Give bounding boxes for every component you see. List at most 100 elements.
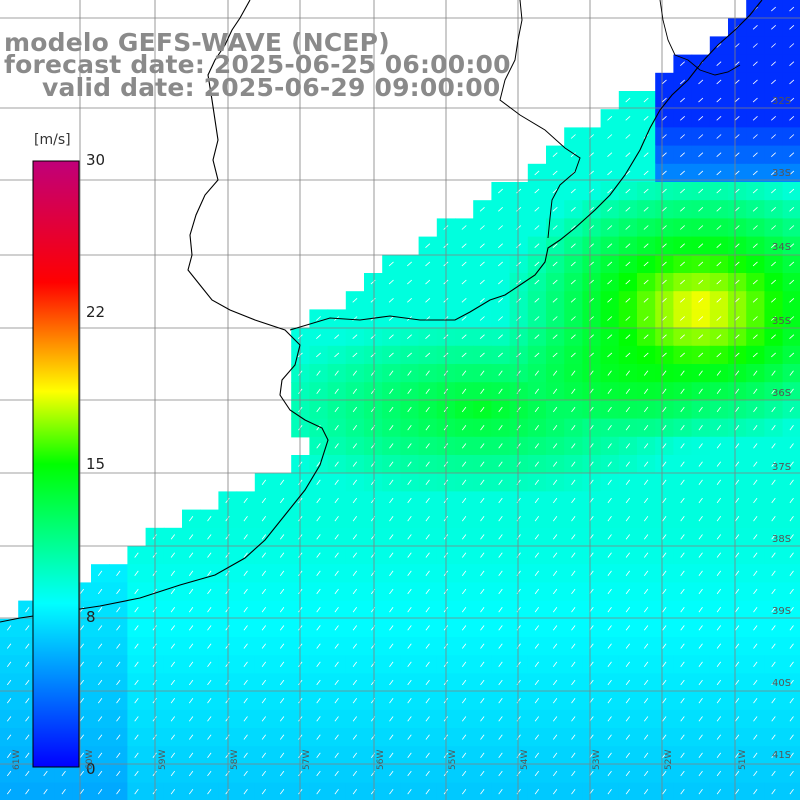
wind-arrow (25, 734, 30, 740)
wind-arrow (316, 534, 321, 540)
field-cell (728, 236, 747, 256)
field-cell (746, 36, 765, 56)
field-cell (364, 327, 383, 347)
wind-arrow (771, 516, 776, 522)
wind-arrow (771, 552, 776, 558)
field-cell (746, 655, 765, 674)
lon-label: 61W (12, 749, 22, 770)
wind-arrow (389, 698, 394, 704)
wind-arrow (734, 625, 740, 631)
field-cell (728, 582, 747, 602)
field-cell (709, 709, 729, 729)
wind-arrow (716, 134, 722, 139)
field-cell (618, 200, 638, 219)
wind-arrow (534, 661, 540, 667)
field-cell (564, 145, 583, 165)
wind-arrow (261, 516, 267, 522)
field-cell (582, 327, 602, 347)
wind-arrow (498, 461, 503, 467)
wind-arrow (261, 716, 267, 722)
wind-arrow (334, 716, 339, 722)
wind-arrow (753, 588, 758, 595)
wind-arrow (207, 789, 212, 795)
wind-arrow (698, 334, 704, 339)
lon-label: 52W (664, 749, 674, 770)
wind-arrow (661, 352, 667, 358)
wind-arrow (316, 679, 321, 686)
wind-arrow (698, 352, 704, 358)
wind-arrow (753, 698, 758, 704)
field-cell (691, 564, 711, 583)
field-cell (364, 564, 383, 583)
field-cell (509, 527, 529, 547)
wind-arrow (407, 298, 412, 303)
wind-arrow (534, 588, 540, 595)
wind-arrow (771, 643, 776, 649)
field-cell (236, 582, 256, 602)
field-cell (291, 473, 310, 492)
field-cell (491, 236, 511, 256)
field-cell (764, 618, 784, 638)
field-cell (18, 746, 37, 765)
wind-arrow (170, 679, 176, 686)
wind-arrow (407, 698, 412, 704)
wind-arrow (480, 443, 485, 449)
wind-arrow (480, 534, 485, 540)
wind-arrow (389, 734, 394, 740)
wind-arrow (425, 534, 430, 540)
wind-arrow (461, 552, 467, 558)
wind-arrow (625, 225, 631, 230)
field-cell (764, 218, 784, 238)
field-cell (764, 0, 784, 19)
wind-arrow (552, 679, 558, 686)
wind-arrow (680, 388, 685, 394)
wind-arrow (625, 570, 631, 576)
field-cell (0, 728, 19, 747)
wind-arrow (752, 261, 758, 267)
field-cell (200, 527, 219, 547)
wind-arrow (479, 207, 485, 212)
field-cell (400, 491, 420, 511)
wind-arrow (680, 298, 685, 303)
wind-arrow (698, 479, 703, 485)
field-cell (709, 254, 729, 274)
lat-label: 32S (772, 96, 792, 107)
field-cell (400, 709, 420, 729)
field-cell (345, 728, 365, 747)
wind-arrow (643, 716, 649, 722)
field-cell (527, 455, 547, 474)
field-cell (382, 418, 401, 438)
field-cell (618, 109, 638, 128)
field-cell (746, 327, 765, 347)
wind-arrow (516, 334, 522, 339)
field-cell (637, 455, 656, 474)
field-cell (273, 491, 292, 511)
wind-arrow (552, 170, 558, 176)
field-cell (309, 746, 329, 765)
field-cell (527, 582, 547, 602)
wind-arrow (643, 607, 649, 613)
field-cell (382, 746, 401, 765)
field-cell (746, 291, 765, 310)
wind-arrow (753, 716, 758, 722)
field-cell (473, 200, 492, 219)
field-cell (709, 637, 729, 656)
wind-arrow (607, 661, 612, 667)
field-cell (254, 527, 274, 547)
field-cell (764, 145, 784, 165)
wind-arrow (716, 425, 722, 431)
wind-arrow (571, 370, 576, 376)
wind-arrow (771, 625, 776, 631)
wind-arrow (716, 43, 722, 48)
wind-arrow (261, 734, 267, 740)
field-cell (491, 218, 511, 238)
wind-arrow (188, 625, 194, 631)
wind-arrow (625, 388, 631, 394)
field-cell (109, 746, 128, 765)
wind-arrow (789, 316, 795, 321)
field-cell (546, 709, 565, 729)
field-cell (564, 637, 583, 656)
wind-arrow (789, 534, 794, 540)
field-cell (418, 254, 438, 274)
wind-arrow (625, 443, 631, 449)
